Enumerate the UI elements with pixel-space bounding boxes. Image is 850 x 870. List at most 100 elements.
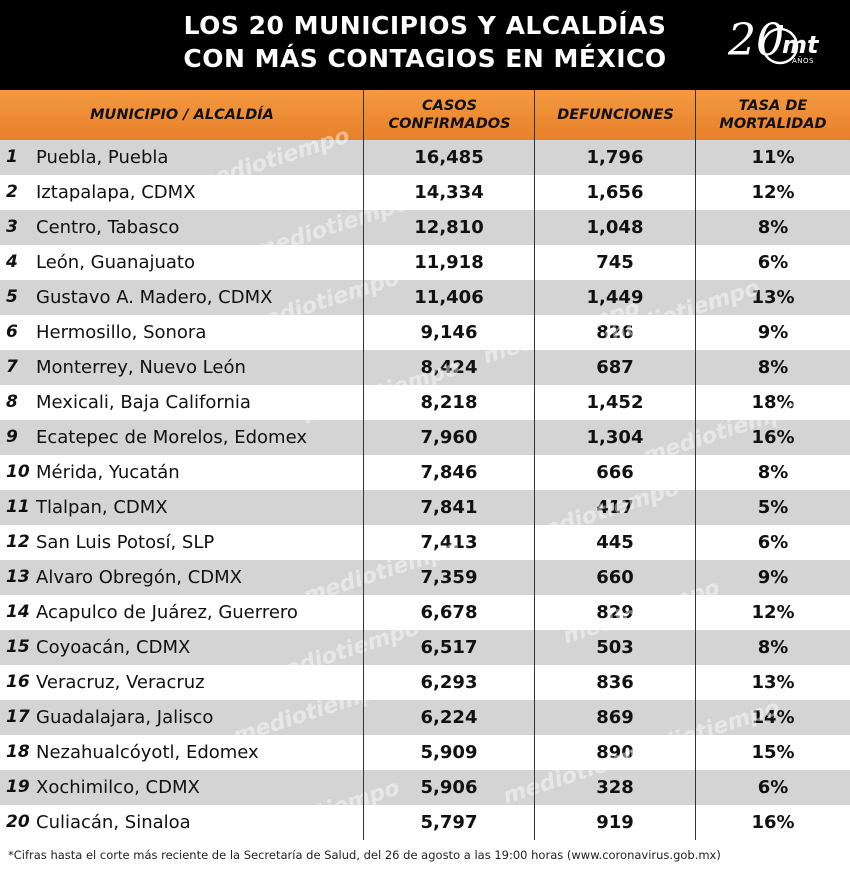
row-name: Hermosillo, Sonora [36,322,207,343]
row-casos: 11,918 [414,252,484,273]
table-row: 2 Iztapalapa, CDMX 14,334 1,656 12% [0,175,850,210]
logo-ring-icon [761,25,799,65]
row-tasa: 8% [757,357,789,378]
table-row: 18 Nezahualcóyotl, Edomex 5,909 890 15% [0,735,850,770]
row-rank: 18 [6,742,30,762]
logo-brand: mt [782,31,819,59]
row-tasa: 18% [751,392,795,413]
row-defunciones: 503 [596,637,634,658]
column-header-defunciones: DEFUNCIONES [557,107,674,123]
row-name: Coyoacán, CDMX [36,637,191,658]
column-header-municipio: MUNICIPIO / ALCALDÍA [90,107,274,123]
row-tasa: 16% [751,427,795,448]
row-name: Mexicali, Baja California [36,392,251,413]
row-tasa: 6% [757,777,789,798]
row-tasa: 6% [757,252,789,273]
title-line-2: CON MÁS CONTAGIOS EN MÉXICO [183,44,667,73]
row-name: León, Guanajuato [36,252,195,273]
row-name: Mérida, Yucatán [36,462,180,483]
logo-number: 20 [728,15,784,66]
row-tasa: 9% [757,322,789,343]
row-rank: 15 [6,637,30,657]
row-casos: 12,810 [414,217,484,238]
table-row: 11 Tlalpan, CDMX 7,841 417 5% [0,490,850,525]
row-defunciones: 1,449 [586,287,644,308]
row-name: Puebla, Puebla [36,147,169,168]
row-tasa: 16% [751,812,795,833]
brand-logo: 20 mt AÑOS [728,16,828,70]
table-row: 4 León, Guanajuato 11,918 745 6% [0,245,850,280]
table-row: 8 Mexicali, Baja California 8,218 1,452 18% [0,385,850,420]
column-header-tasa: TASA DE MORTALIDAD [719,98,827,132]
row-defunciones: 869 [596,707,634,728]
column-header-casos: CASOS CONFIRMADOS [388,98,511,132]
row-tasa: 6% [757,532,789,553]
row-casos: 6,293 [420,672,478,693]
page-title: LOS 20 MUNICIPIOS Y ALCALDÍAS CON MÁS CO… [0,9,850,75]
row-tasa: 15% [751,742,795,763]
row-defunciones: 745 [596,252,634,273]
row-casos: 6,678 [420,602,478,623]
row-name: Xochimilco, CDMX [36,777,200,798]
row-rank: 5 [6,287,18,307]
row-tasa: 14% [751,707,795,728]
row-casos: 7,359 [420,567,478,588]
row-tasa: 8% [757,462,789,483]
row-rank: 7 [6,357,18,377]
row-rank: 2 [6,182,18,202]
row-rank: 4 [6,252,18,272]
row-casos: 16,485 [414,147,484,168]
row-defunciones: 919 [596,812,634,833]
row-defunciones: 1,452 [586,392,644,413]
table-header: MUNICIPIO / ALCALDÍA CASOS CONFIRMADOS D… [0,90,850,140]
column-divider [695,90,696,840]
row-rank: 8 [6,392,18,412]
row-rank: 13 [6,567,30,587]
row-rank: 1 [6,147,18,167]
row-casos: 5,906 [420,777,478,798]
row-name: Guadalajara, Jalisco [36,707,214,728]
row-defunciones: 1,048 [586,217,644,238]
row-defunciones: 826 [596,322,634,343]
row-tasa: 11% [751,147,795,168]
table-row: 10 Mérida, Yucatán 7,846 666 8% [0,455,850,490]
row-defunciones: 829 [596,602,634,623]
row-tasa: 12% [751,602,795,623]
row-name: Alvaro Obregón, CDMX [36,567,242,588]
row-defunciones: 687 [596,357,634,378]
row-rank: 14 [6,602,30,622]
row-rank: 11 [6,497,30,517]
row-tasa: 5% [757,497,789,518]
row-casos: 7,413 [420,532,478,553]
table-row: 20 Culiacán, Sinaloa 5,797 919 16% [0,805,850,840]
table-row: 19 Xochimilco, CDMX 5,906 328 6% [0,770,850,805]
row-casos: 5,909 [420,742,478,763]
column-divider [534,90,535,840]
row-tasa: 12% [751,182,795,203]
table-row: 6 Hermosillo, Sonora 9,146 826 9% [0,315,850,350]
row-casos: 8,424 [420,357,478,378]
row-casos: 6,224 [420,707,478,728]
table-row: 13 Alvaro Obregón, CDMX 7,359 660 9% [0,560,850,595]
column-divider [363,90,364,840]
row-defunciones: 445 [596,532,634,553]
header-banner: LOS 20 MUNICIPIOS Y ALCALDÍAS CON MÁS CO… [0,0,850,90]
table-row: 1 Puebla, Puebla 16,485 1,796 11% [0,140,850,175]
row-casos: 14,334 [414,182,484,203]
row-casos: 7,960 [420,427,478,448]
row-name: Ecatepec de Morelos, Edomex [36,427,307,448]
row-rank: 19 [6,777,30,797]
table-row: 17 Guadalajara, Jalisco 6,224 869 14% [0,700,850,735]
footnote: *Cifras hasta el corte más reciente de l… [0,840,850,870]
row-name: Iztapalapa, CDMX [36,182,196,203]
row-rank: 16 [6,672,30,692]
row-defunciones: 836 [596,672,634,693]
row-defunciones: 1,796 [586,147,644,168]
row-tasa: 8% [757,217,789,238]
row-tasa: 13% [751,287,795,308]
row-casos: 8,218 [420,392,478,413]
row-tasa: 9% [757,567,789,588]
row-rank: 3 [6,217,18,237]
row-casos: 7,846 [420,462,478,483]
row-defunciones: 417 [596,497,634,518]
